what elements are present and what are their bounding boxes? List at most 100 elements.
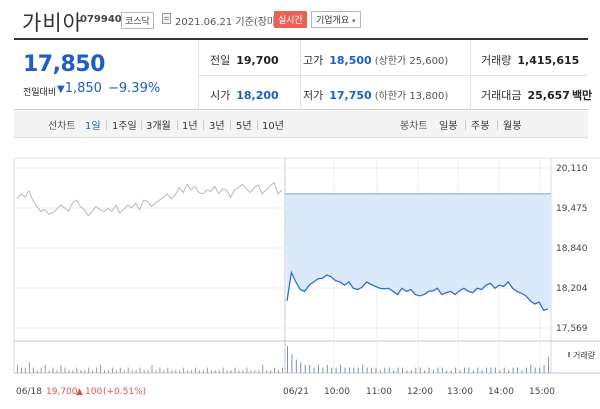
volume-bar — [143, 370, 145, 373]
candle-weekly[interactable]: 주봉 — [471, 121, 490, 132]
x-tick-label: 06/21 — [283, 387, 309, 397]
realtime-button[interactable]: 실시간 — [274, 11, 307, 28]
x-tick-label: 14:00 — [488, 387, 514, 397]
volume-bar — [139, 367, 141, 373]
volume-bar — [309, 364, 311, 373]
candle-daily[interactable]: 일봉 — [439, 121, 458, 132]
chart-area-fill — [285, 193, 551, 311]
volume-bar — [503, 367, 505, 373]
volume-bar — [441, 367, 443, 373]
period-5y[interactable]: 5년 — [236, 121, 252, 132]
volume-bar — [111, 367, 113, 373]
volume-bar — [24, 367, 26, 373]
price-chart[interactable]: 20,110 19,475 18,840 18,204 17,569 06/18 06/21… — [0, 138, 600, 409]
volume-bar — [322, 367, 324, 373]
volume-bar — [384, 367, 386, 373]
stat-high: 고가 18,500 (상한가 25,600) — [303, 52, 448, 68]
chart-annotations: 19,700 ▲ 100 (+0.51%) 거래량 — [46, 350, 596, 397]
volume-bar — [107, 370, 109, 373]
chart-line-prev-day — [16, 181, 283, 217]
volume-bar — [88, 367, 90, 373]
prev-day-price: 19,700 — [46, 387, 78, 397]
period-1d[interactable]: 1일 — [85, 121, 101, 132]
volume-bar — [530, 364, 532, 373]
stat-volume: 거래량 1,415,615 — [481, 52, 579, 68]
volume-bar — [183, 367, 185, 373]
volume-bar — [28, 362, 30, 373]
stat-value: 18,500 — [329, 54, 372, 67]
volume-bar — [304, 364, 306, 373]
volume-bar — [179, 370, 181, 373]
volume-bar — [84, 370, 86, 373]
volume-bar — [52, 367, 54, 373]
volume-bar — [402, 367, 404, 373]
volume-bar — [64, 367, 66, 373]
stat-label: 시가 — [210, 89, 231, 102]
separator — [257, 120, 258, 130]
volume-bar — [344, 367, 346, 373]
volume-bar — [455, 367, 457, 373]
volume-bar — [56, 370, 58, 373]
period-10y[interactable]: 10년 — [262, 121, 284, 132]
volume-bar — [450, 370, 452, 373]
volume-bar — [388, 367, 390, 373]
stat-amount: 거래대금 25,657 백만 — [481, 87, 592, 103]
volume-bar — [40, 367, 42, 373]
volume-bar — [512, 367, 514, 373]
period-1y[interactable]: 1년 — [182, 121, 198, 132]
volume-bars — [17, 346, 549, 373]
volume-bar — [226, 370, 228, 373]
y-tick-label: 19,475 — [556, 204, 588, 214]
price-summary: 17,850 전일대비 ▼1,850 −9.39% 전일 19,700 시가 18,… — [14, 38, 592, 110]
volume-bar — [481, 370, 483, 373]
volume-bar — [234, 367, 236, 373]
volume-bar — [270, 370, 272, 373]
candle-monthly[interactable]: 월봉 — [503, 121, 522, 132]
volume-bar — [123, 370, 125, 373]
separator — [497, 120, 498, 130]
y-tick-label: 20,110 — [556, 164, 588, 174]
volume-bar — [266, 370, 268, 373]
volume-bar — [317, 364, 319, 373]
company-overview-button[interactable]: 기업개요 ▾ — [311, 11, 361, 28]
separator — [230, 120, 231, 130]
stat-prev-close: 전일 19,700 — [210, 52, 279, 68]
volume-bar — [175, 370, 177, 373]
stat-unit: 백만 — [571, 89, 593, 102]
volume-bar — [539, 367, 541, 373]
volume-bar — [410, 370, 412, 373]
up-triangle-icon: ▲ — [76, 387, 83, 397]
volume-bar — [282, 367, 283, 373]
volume-bar — [274, 367, 276, 373]
volume-bar — [424, 370, 426, 373]
volume-bar — [375, 367, 377, 373]
volume-bar — [100, 364, 102, 373]
volume-bar — [366, 367, 368, 373]
volume-bar — [60, 364, 62, 373]
volume-bar — [222, 367, 224, 373]
volume-bar — [246, 367, 248, 373]
y-tick-label: 17,569 — [556, 324, 588, 334]
volume-bar — [104, 370, 106, 373]
volume-bar — [353, 367, 355, 373]
volume-bar — [80, 370, 82, 373]
volume-bar — [335, 367, 337, 373]
company-overview-label: 기업개요 — [316, 16, 350, 26]
volume-bar — [397, 367, 399, 373]
stat-label: 거래량 — [481, 54, 512, 67]
candle-chart-label: 봉차트 — [400, 121, 428, 132]
volume-bar — [167, 367, 169, 373]
volume-bar — [250, 370, 252, 373]
volume-bar — [362, 364, 364, 373]
volume-bar — [463, 367, 465, 373]
volume-bar — [163, 370, 165, 373]
period-selector: 선차트 1일 1주일 3개월 1년 3년 5년 10년 봉차트 일봉 주봉 월봉 — [14, 111, 588, 138]
period-1w[interactable]: 1주일 — [112, 121, 137, 132]
period-3m[interactable]: 3개월 — [146, 121, 171, 132]
axis-ticks: 20,110 19,475 18,840 18,204 17,569 06/18 06/21… — [16, 164, 588, 397]
divider — [198, 75, 588, 76]
volume-bar — [191, 370, 193, 373]
volume-bar — [119, 367, 121, 373]
period-3y[interactable]: 3년 — [209, 121, 225, 132]
x-tick-label: 06/18 — [16, 387, 42, 397]
